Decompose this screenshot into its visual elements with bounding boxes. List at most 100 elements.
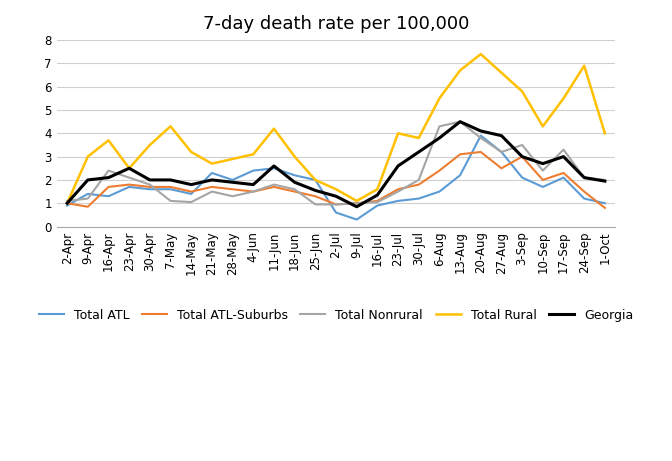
- Total Rural: [456, 68, 464, 73]
- Total Nonrural: [208, 189, 216, 195]
- Total ATL-Suburbs: [125, 182, 133, 187]
- Line: Georgia: Georgia: [67, 122, 605, 207]
- Total ATL: [435, 189, 444, 195]
- Total ATL-Suburbs: [394, 187, 402, 192]
- Total ATL: [249, 168, 257, 173]
- Total Rural: [539, 124, 547, 129]
- Total Nonrural: [374, 199, 382, 205]
- Total Nonrural: [167, 198, 175, 204]
- Total Nonrural: [187, 199, 196, 205]
- Total ATL-Suburbs: [208, 184, 216, 189]
- Total Rural: [394, 130, 402, 136]
- Total Nonrural: [476, 135, 485, 141]
- Total ATL: [104, 194, 112, 199]
- Title: 7-day death rate per 100,000: 7-day death rate per 100,000: [203, 15, 469, 33]
- Georgia: [560, 154, 568, 160]
- Georgia: [63, 201, 71, 206]
- Georgia: [394, 163, 402, 169]
- Total ATL: [415, 196, 423, 201]
- Georgia: [539, 161, 547, 166]
- Line: Total Rural: Total Rural: [67, 54, 605, 203]
- Total Rural: [290, 154, 298, 160]
- Total Nonrural: [311, 201, 319, 207]
- Georgia: [311, 188, 319, 193]
- Total ATL-Suburbs: [290, 189, 298, 195]
- Total Rural: [518, 89, 526, 94]
- Total Nonrural: [456, 119, 464, 124]
- Total ATL-Suburbs: [435, 168, 444, 173]
- Total ATL-Suburbs: [560, 170, 568, 176]
- Georgia: [146, 177, 154, 183]
- Total ATL: [125, 184, 133, 189]
- Georgia: [208, 177, 216, 183]
- Total ATL: [539, 184, 547, 189]
- Total ATL: [270, 165, 278, 171]
- Georgia: [125, 165, 133, 171]
- Total ATL: [167, 187, 175, 192]
- Georgia: [497, 133, 505, 138]
- Total ATL: [374, 203, 382, 208]
- Total ATL-Suburbs: [539, 177, 547, 183]
- Georgia: [415, 149, 423, 155]
- Georgia: [228, 179, 237, 185]
- Total ATL: [518, 175, 526, 180]
- Total ATL-Suburbs: [187, 189, 196, 195]
- Line: Total Nonrural: Total Nonrural: [67, 122, 605, 204]
- Georgia: [104, 175, 112, 180]
- Total ATL-Suburbs: [146, 184, 154, 189]
- Total ATL: [497, 149, 505, 155]
- Total Nonrural: [560, 147, 568, 153]
- Line: Total ATL-Suburbs: Total ATL-Suburbs: [67, 152, 605, 208]
- Georgia: [435, 135, 444, 141]
- Total Nonrural: [580, 175, 588, 180]
- Total Rural: [353, 198, 361, 204]
- Total Nonrural: [146, 182, 154, 187]
- Total ATL: [146, 187, 154, 192]
- Total ATL: [228, 177, 237, 183]
- Total ATL-Suburbs: [104, 184, 112, 189]
- Total ATL-Suburbs: [497, 165, 505, 171]
- Total Rural: [249, 152, 257, 157]
- Total Rural: [84, 154, 92, 160]
- Total Nonrural: [290, 187, 298, 192]
- Total ATL: [63, 203, 71, 208]
- Total ATL: [187, 191, 196, 197]
- Total Nonrural: [332, 201, 340, 207]
- Total ATL: [353, 217, 361, 222]
- Total ATL-Suburbs: [456, 152, 464, 157]
- Total Nonrural: [539, 168, 547, 173]
- Total Nonrural: [415, 177, 423, 183]
- Total ATL-Suburbs: [580, 189, 588, 195]
- Total Rural: [476, 51, 485, 57]
- Total ATL: [476, 133, 485, 138]
- Total Rural: [415, 135, 423, 141]
- Total Nonrural: [435, 124, 444, 129]
- Total Nonrural: [497, 149, 505, 155]
- Total Nonrural: [601, 177, 609, 183]
- Total Rural: [374, 187, 382, 192]
- Georgia: [249, 182, 257, 187]
- Total ATL-Suburbs: [332, 201, 340, 207]
- Total Nonrural: [394, 189, 402, 195]
- Total Nonrural: [518, 142, 526, 148]
- Total Rural: [104, 137, 112, 143]
- Line: Total ATL: Total ATL: [67, 136, 605, 219]
- Georgia: [187, 182, 196, 187]
- Total Rural: [208, 161, 216, 166]
- Total Rural: [560, 95, 568, 101]
- Total ATL: [560, 175, 568, 180]
- Total ATL: [601, 201, 609, 206]
- Total ATL-Suburbs: [518, 154, 526, 160]
- Total Rural: [497, 70, 505, 76]
- Total Nonrural: [228, 194, 237, 199]
- Georgia: [374, 192, 382, 198]
- Total Nonrural: [249, 189, 257, 195]
- Total ATL-Suburbs: [167, 184, 175, 189]
- Georgia: [518, 154, 526, 160]
- Georgia: [167, 177, 175, 183]
- Total Nonrural: [125, 175, 133, 180]
- Total ATL-Suburbs: [374, 198, 382, 204]
- Total ATL-Suburbs: [270, 184, 278, 189]
- Legend: Total ATL, Total ATL-Suburbs, Total Nonrural, Total Rural, Georgia: Total ATL, Total ATL-Suburbs, Total Nonr…: [34, 304, 638, 327]
- Total ATL-Suburbs: [84, 204, 92, 209]
